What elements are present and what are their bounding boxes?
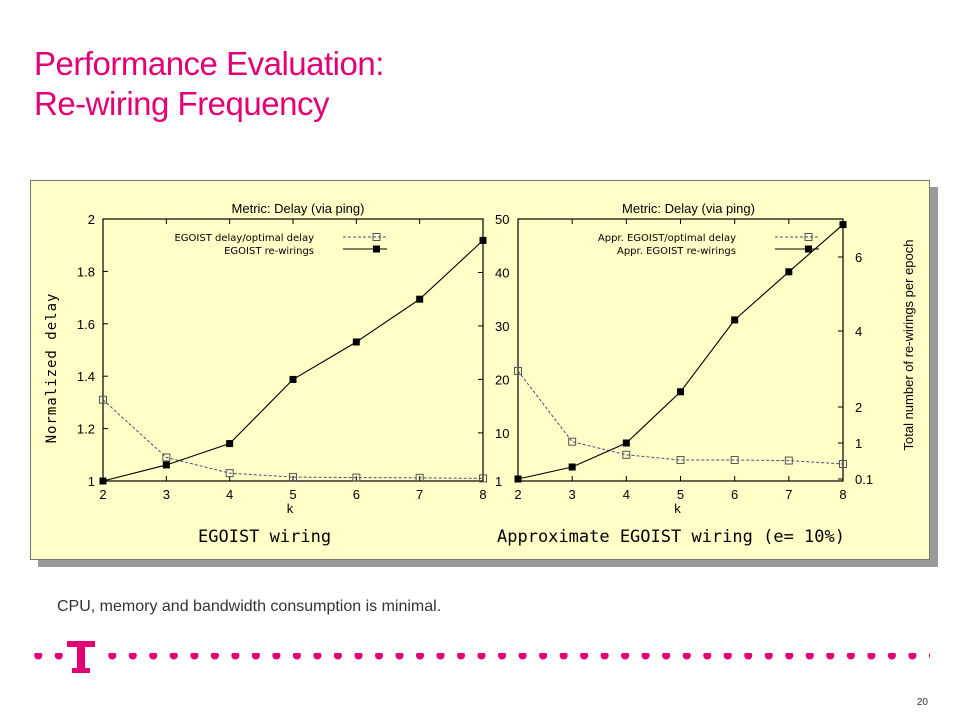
chart1-y2-tick-label: 1 xyxy=(495,474,502,489)
chart2-series-1-point xyxy=(839,459,847,468)
chart2-title: Metric: Delay (via ping) xyxy=(622,201,755,216)
chart2-y2-tick-label: 1 xyxy=(855,436,862,451)
footer-text: CPU, memory and bandwidth consumption is… xyxy=(57,598,442,615)
chart1-series-1-line xyxy=(102,399,484,479)
chart2-series-1-point xyxy=(568,437,577,446)
chart1-legend-swatch-2-marker xyxy=(373,245,380,253)
chart2-series-1-point xyxy=(730,456,739,465)
chart1-plot-frame xyxy=(102,218,484,482)
right-chart-caption: Approximate EGOIST wiring (e= 10%) xyxy=(497,527,845,547)
title-line-2: Re-wiring Frequency xyxy=(34,85,329,122)
chart1-series-2-point xyxy=(416,295,424,303)
chart2-legend-label-1: Appr. EGOIST/optimal delay xyxy=(598,233,736,244)
chart2-x-tick-label: 7 xyxy=(785,487,792,502)
chart2-y2-axis-label: Total number of re-wirings per epoch xyxy=(901,240,916,451)
chart1-legend-label-1: EGOIST delay/optimal delay xyxy=(174,233,314,244)
chart2-series-2-point xyxy=(622,439,630,447)
chart2-y2-tick-label: 4 xyxy=(855,324,862,339)
chart2-x-tick-label: 4 xyxy=(623,487,630,502)
chart2-x-tick-label: 8 xyxy=(839,487,846,502)
dotted-rule-left: •• xyxy=(30,653,64,661)
chart2-x-tick-label: 5 xyxy=(677,487,684,502)
chart2-legend-swatch-1-marker xyxy=(804,233,813,241)
chart1-series-2-line xyxy=(102,239,484,482)
chart2-y2-tick-label: 6 xyxy=(855,250,862,265)
chart2-x-axis-label: k xyxy=(674,501,681,516)
chart2-series-1-point xyxy=(514,366,522,375)
chart2-series-2-line xyxy=(517,224,844,480)
chart1-x-tick-label: 6 xyxy=(353,487,360,502)
chart2-legend-swatch-2-marker xyxy=(805,245,812,253)
chart1-series-2-point xyxy=(99,477,107,485)
chart2-series-1-point xyxy=(622,450,631,459)
chart1-y-tick-label: 1.8 xyxy=(77,264,95,279)
chart1-x-tick-label: 5 xyxy=(289,487,296,502)
chart2-legend-label-2: Appr. EGOIST re-wirings xyxy=(617,246,736,257)
chart2-x-tick-label: 3 xyxy=(569,487,576,502)
chart1-series-1-point xyxy=(352,473,361,482)
chart2-x-tick-label: 2 xyxy=(514,487,521,502)
chart1-y2-tick-label: 40 xyxy=(495,265,509,280)
chart1-series-2-point xyxy=(289,375,297,383)
chart2-series-2-point xyxy=(785,268,793,276)
chart1-y2-tick-label: 50 xyxy=(495,212,509,227)
chart2-series-2-point xyxy=(839,221,847,229)
dotted-rule-right: ••••••••••••••••••••••••••••••••••••••••… xyxy=(104,653,930,661)
chart2-series-2-point xyxy=(731,316,739,324)
charts-svg: Metric: Delay (via ping) 2 3 4 5 6 7 8 k 1 1.2 1.4 1… xyxy=(44,201,916,516)
chart1-series-2-point xyxy=(479,236,487,244)
chart1-x-tick-label: 4 xyxy=(226,487,233,502)
left-chart-caption: EGOIST wiring xyxy=(198,527,332,547)
chart2-series-1-line xyxy=(517,370,844,465)
chart1-y-axis-label: Normalized delay xyxy=(44,293,60,444)
chart1-series-1-point xyxy=(289,473,297,482)
chart1-legend-label-2: EGOIST re-wirings xyxy=(224,246,314,257)
page-number: 20 xyxy=(916,697,928,708)
chart2-y2-tick-label: 2 xyxy=(855,400,862,415)
chart2-plot-frame xyxy=(517,218,844,482)
chart1-x-tick-label: 7 xyxy=(416,487,423,502)
slide-title: Performance Evaluation: Re-wiring Freque… xyxy=(34,44,384,124)
chart1-y-tick-label: 2 xyxy=(88,212,95,227)
chart1-x-tick-label: 3 xyxy=(163,487,170,502)
chart-panel: Metric: Delay (via ping) 2 3 4 5 6 7 8 k 1 1.2 1.4 1… xyxy=(30,180,930,560)
chart1-series-2-point xyxy=(226,440,234,448)
chart1-y-tick-label: 1.4 xyxy=(77,369,95,384)
telekom-logo-icon xyxy=(67,641,95,673)
chart1-x-tick-label: 2 xyxy=(99,487,106,502)
chart1-x-axis-label: k xyxy=(287,501,294,516)
chart1-series-1-point xyxy=(479,474,487,483)
chart1-y-tick-label: 1.2 xyxy=(77,422,95,437)
chart1-series-2-point xyxy=(352,338,360,346)
chart1-series-1-point xyxy=(415,473,424,482)
chart1-y-tick-label: 1.6 xyxy=(77,317,95,332)
chart2-y2-tick-label: 0.1 xyxy=(855,472,873,487)
chart1-series-1-point xyxy=(162,453,171,462)
chart1-title: Metric: Delay (via ping) xyxy=(232,201,365,216)
chart2-series-2-point xyxy=(677,388,684,396)
chart2-series-1-point xyxy=(784,456,793,465)
chart1-legend-swatch-1-marker xyxy=(372,233,381,241)
chart1-series-1-point xyxy=(99,395,107,404)
chart1-y-tick-label: 1 xyxy=(88,474,95,489)
chart1-y2-tick-label: 10 xyxy=(495,426,509,441)
chart1-y2-tick-label: 30 xyxy=(495,319,509,334)
chart1-x-tick-label: 8 xyxy=(479,487,486,502)
chart2-series-2-point xyxy=(568,463,576,471)
chart2-series-2-point xyxy=(514,475,522,483)
chart2-x-tick-label: 6 xyxy=(731,487,738,502)
chart1-series-2-point xyxy=(162,461,170,469)
chart1-y2-tick-label: 20 xyxy=(495,372,509,387)
chart2-series-1-point xyxy=(676,456,685,465)
chart1-series-1-point xyxy=(225,469,234,478)
title-line-1: Performance Evaluation: xyxy=(34,45,384,82)
